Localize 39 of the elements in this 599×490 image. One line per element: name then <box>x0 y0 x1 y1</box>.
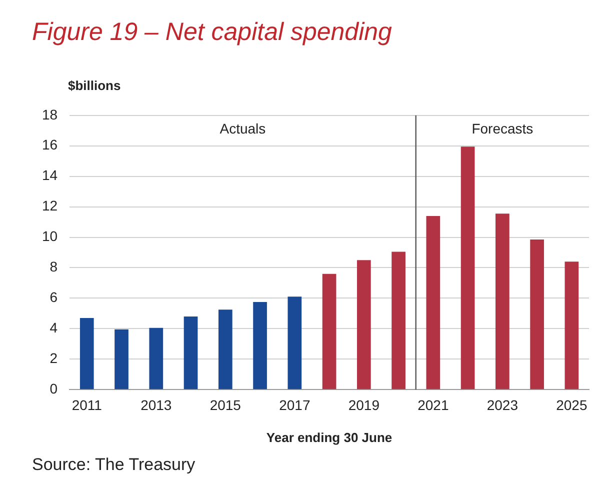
x-tick-label: 2023 <box>486 396 518 413</box>
y-tick-label: 18 <box>42 106 58 122</box>
chart-title: Figure 19 – Net capital spending <box>32 18 392 47</box>
x-tick-label: 2019 <box>348 396 380 413</box>
annotation: Forecasts <box>472 120 534 136</box>
x-tick-label: 2025 <box>556 396 588 413</box>
bar <box>460 146 475 390</box>
bar <box>80 318 94 390</box>
source-note: Source: The Treasury <box>32 455 196 475</box>
bar <box>322 274 336 390</box>
bar <box>184 316 198 390</box>
bar <box>530 240 544 390</box>
x-tick-label: 2021 <box>418 396 449 413</box>
bar <box>426 216 440 390</box>
y-tick-label: 8 <box>50 258 58 275</box>
x-tick-label: 2015 <box>210 396 242 413</box>
y-tick-label: 12 <box>42 198 58 214</box>
y-tick-label: 4 <box>50 320 58 336</box>
x-tick-label: 2011 <box>72 396 102 413</box>
y-tick-label: 16 <box>42 136 58 153</box>
y-tick-label: 0 <box>50 380 58 396</box>
x-tick-label: 2017 <box>279 396 310 413</box>
y-tick-label: 6 <box>50 289 58 306</box>
bar <box>114 329 128 390</box>
bar <box>564 262 579 390</box>
y-tick-label: 14 <box>42 167 58 184</box>
bar <box>392 252 406 390</box>
y-tick-label: 2 <box>50 350 58 366</box>
bar <box>356 260 371 390</box>
y-axis-title: $billions <box>68 78 121 93</box>
bar <box>149 328 164 390</box>
x-axis-title: Year ending 30 June <box>266 430 392 445</box>
bar <box>288 296 302 390</box>
bar <box>496 214 510 390</box>
annotation: Actuals <box>220 120 266 136</box>
y-tick-label: 10 <box>42 228 58 244</box>
bar <box>218 310 232 390</box>
x-tick-label: 2013 <box>140 396 172 413</box>
bar <box>253 302 267 390</box>
